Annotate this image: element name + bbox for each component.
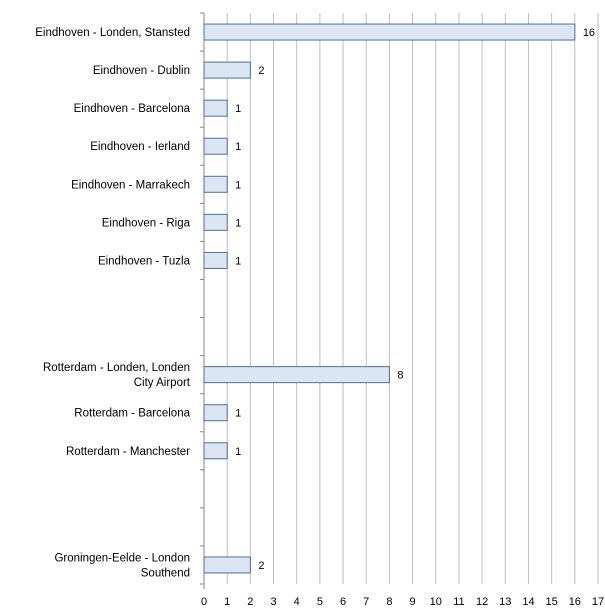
bar <box>203 251 228 269</box>
category-label: Eindhoven - Barcelona <box>74 103 191 115</box>
bar <box>203 442 228 460</box>
data-label: 1 <box>235 408 241 420</box>
category-label: Rotterdam - Londen, Londen <box>43 362 190 374</box>
category-label: Eindhoven - Riga <box>102 217 191 229</box>
bar <box>203 175 228 193</box>
x-tick-label: 10 <box>430 596 442 608</box>
x-tick-label: 12 <box>476 596 488 608</box>
category-label: Eindhoven - Ierland <box>90 141 190 153</box>
bar <box>203 23 576 41</box>
data-label: 8 <box>397 370 403 382</box>
bar <box>203 61 251 79</box>
data-label: 1 <box>235 217 241 229</box>
category-label: Rotterdam - Barcelona <box>74 408 190 420</box>
data-label: 16 <box>583 27 595 39</box>
x-tick-label: 7 <box>363 596 369 608</box>
x-tick-label: 2 <box>247 596 253 608</box>
category-label: Southend <box>141 567 190 579</box>
bar <box>203 213 228 231</box>
bar <box>203 137 228 155</box>
category-label: City Airport <box>134 377 191 389</box>
data-label: 1 <box>235 446 241 458</box>
x-tick-label: 6 <box>340 596 346 608</box>
x-tick-label: 1 <box>224 596 230 608</box>
data-label: 1 <box>235 141 241 153</box>
x-tick-label: 17 <box>592 596 604 608</box>
x-tick-label: 11 <box>453 596 464 608</box>
bar <box>203 556 251 574</box>
x-tick-label: 0 <box>201 596 207 608</box>
category-label: Eindhoven - Marrakech <box>71 179 190 191</box>
x-tick-label: 15 <box>546 596 558 608</box>
x-tick-label: 3 <box>270 596 276 608</box>
bar <box>203 366 390 384</box>
category-label: Rotterdam - Manchester <box>66 446 190 458</box>
data-label: 1 <box>235 179 241 191</box>
data-label: 1 <box>235 255 241 267</box>
x-tick-label: 14 <box>522 596 534 608</box>
category-label: Eindhoven - Tuzla <box>98 255 191 267</box>
data-label: 1 <box>235 103 241 115</box>
x-tick-label: 4 <box>294 596 300 608</box>
x-tick-label: 16 <box>569 596 581 608</box>
data-label: 2 <box>258 560 264 572</box>
bar <box>203 99 228 117</box>
x-tick-label: 8 <box>386 596 392 608</box>
data-label: 2 <box>258 65 264 77</box>
category-label: Groningen-Eelde - London <box>54 552 190 564</box>
category-label: Eindhoven - Londen, Stansted <box>35 27 190 39</box>
x-tick-label: 9 <box>410 596 416 608</box>
x-tick-label: 5 <box>317 596 323 608</box>
category-label: Eindhoven - Dublin <box>93 65 190 77</box>
x-tick-label: 13 <box>499 596 511 608</box>
bar <box>203 404 228 422</box>
